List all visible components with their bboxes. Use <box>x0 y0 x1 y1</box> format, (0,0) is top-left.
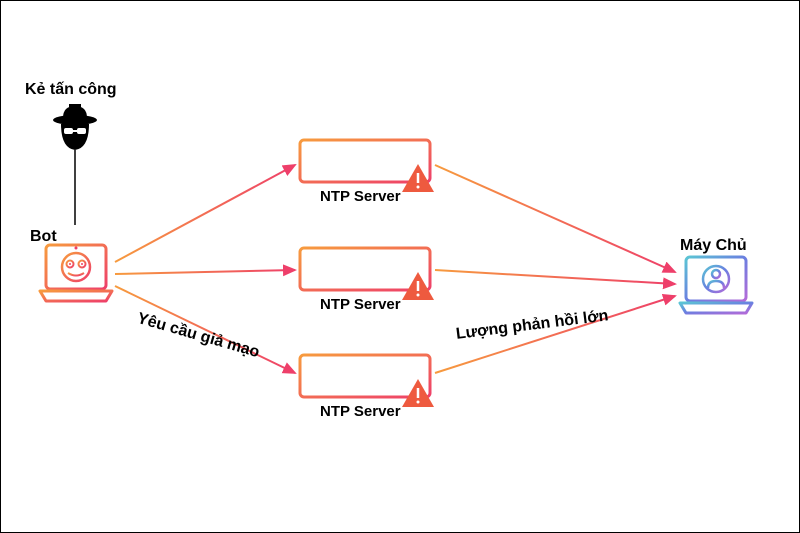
ntp-server-3-icon <box>300 355 434 407</box>
ntp-server-2-label: NTP Server <box>320 296 401 313</box>
edge-bot-ntp2 <box>115 270 295 274</box>
diagram-canvas <box>0 0 800 533</box>
attacker-icon <box>53 104 97 150</box>
attacker-label: Kẻ tấn công <box>25 81 117 99</box>
ntp-server-3-label: NTP Server <box>320 403 401 420</box>
edge-bot-ntp1 <box>115 165 295 262</box>
edge-ntp1-victim <box>435 165 675 272</box>
edge-ntp2-victim <box>435 270 675 284</box>
bot-label: Bot <box>30 228 57 246</box>
ntp-server-1-icon <box>300 140 434 192</box>
ntp-server-2-icon <box>300 248 434 300</box>
bot-icon <box>40 245 112 301</box>
victim-label: Máy Chủ <box>680 237 747 255</box>
victim-icon <box>680 257 752 313</box>
ntp-server-1-label: NTP Server <box>320 188 401 205</box>
